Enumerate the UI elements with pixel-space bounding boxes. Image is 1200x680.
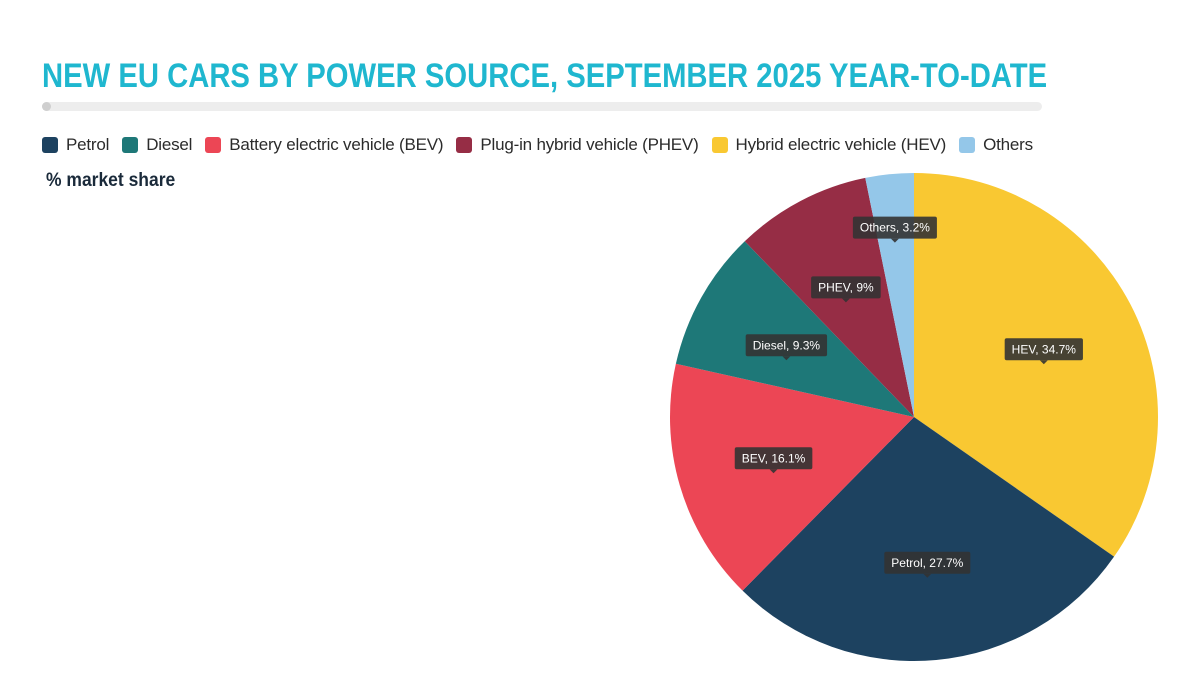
- title-divider: [42, 102, 1042, 111]
- data-label-bev: BEV, 16.1%: [734, 447, 813, 474]
- legend-label-bev: Battery electric vehicle (BEV): [229, 135, 444, 154]
- legend-label-petrol: Petrol: [66, 135, 110, 154]
- data-label-box-phev: [811, 276, 881, 299]
- legend-item-others[interactable]: Others: [959, 135, 1033, 155]
- legend-swatch-diesel: [122, 137, 139, 153]
- legend-item-bev[interactable]: Battery electric vehicle (BEV): [205, 135, 444, 155]
- chart-legend: Petrol Diesel Battery electric vehicle (…: [42, 135, 1046, 155]
- data-label-pointer-bev: [769, 469, 778, 474]
- data-label-pointer-phev: [841, 298, 850, 303]
- data-label-text-petrol: Petrol, 27.7%: [891, 556, 963, 570]
- data-label-petrol: Petrol, 27.7%: [884, 551, 971, 578]
- legend-swatch-phev: [456, 137, 473, 153]
- data-label-pointer-diesel: [782, 356, 791, 361]
- data-label-pointer-hev: [1039, 360, 1048, 365]
- data-label-hev: HEV, 34.7%: [1004, 338, 1083, 365]
- data-label-pointer-others: [890, 238, 899, 243]
- data-label-box-others: [852, 216, 937, 239]
- chart-subtitle: % market share: [46, 170, 176, 191]
- chart-title: NEW EU CARS BY POWER SOURCE, SEPTEMBER 2…: [42, 57, 1048, 95]
- pie-slice-bev[interactable]: [669, 363, 914, 591]
- legend-label-phev: Plug-in hybrid vehicle (PHEV): [480, 135, 699, 154]
- data-label-box-hev: [1004, 338, 1083, 361]
- pie-slice-petrol[interactable]: [742, 417, 1115, 662]
- legend-swatch-bev: [205, 137, 222, 153]
- pie-slice-hev[interactable]: [914, 173, 1158, 557]
- legend-item-petrol[interactable]: Petrol: [42, 135, 109, 155]
- pie-slice-diesel[interactable]: [675, 241, 914, 417]
- data-label-text-phev: PHEV, 9%: [818, 280, 874, 294]
- data-label-box-petrol: [884, 551, 971, 574]
- data-label-text-others: Others, 3.2%: [860, 221, 930, 235]
- data-label-text-bev: BEV, 16.1%: [742, 451, 806, 465]
- legend-item-diesel[interactable]: Diesel: [122, 135, 192, 155]
- pie-data-labels: HEV, 34.7% Petrol, 27.7% BEV, 16.1% Diesel,…: [734, 216, 1083, 578]
- data-label-text-diesel: Diesel, 9.3%: [753, 338, 821, 352]
- title-divider-dot: [42, 102, 51, 111]
- legend-swatch-hev: [711, 137, 728, 153]
- data-label-phev: PHEV, 9%: [811, 276, 881, 303]
- legend-swatch-others: [959, 137, 976, 153]
- pie-slices: [669, 173, 1158, 662]
- legend-label-diesel: Diesel: [146, 135, 193, 154]
- legend-swatch-petrol: [42, 137, 58, 153]
- data-label-text-hev: HEV, 34.7%: [1012, 342, 1077, 356]
- data-label-box-bev: [734, 447, 813, 470]
- legend-label-hev: Hybrid electric vehicle (HEV): [735, 135, 947, 154]
- legend-item-phev[interactable]: Plug-in hybrid vehicle (PHEV): [456, 135, 699, 155]
- data-label-diesel: Diesel, 9.3%: [745, 334, 828, 361]
- data-label-others: Others, 3.2%: [852, 216, 937, 243]
- data-label-pointer-petrol: [923, 573, 932, 578]
- legend-label-others: Others: [983, 135, 1033, 154]
- legend-item-hev[interactable]: Hybrid electric vehicle (HEV): [711, 135, 947, 155]
- data-label-box-diesel: [745, 334, 828, 357]
